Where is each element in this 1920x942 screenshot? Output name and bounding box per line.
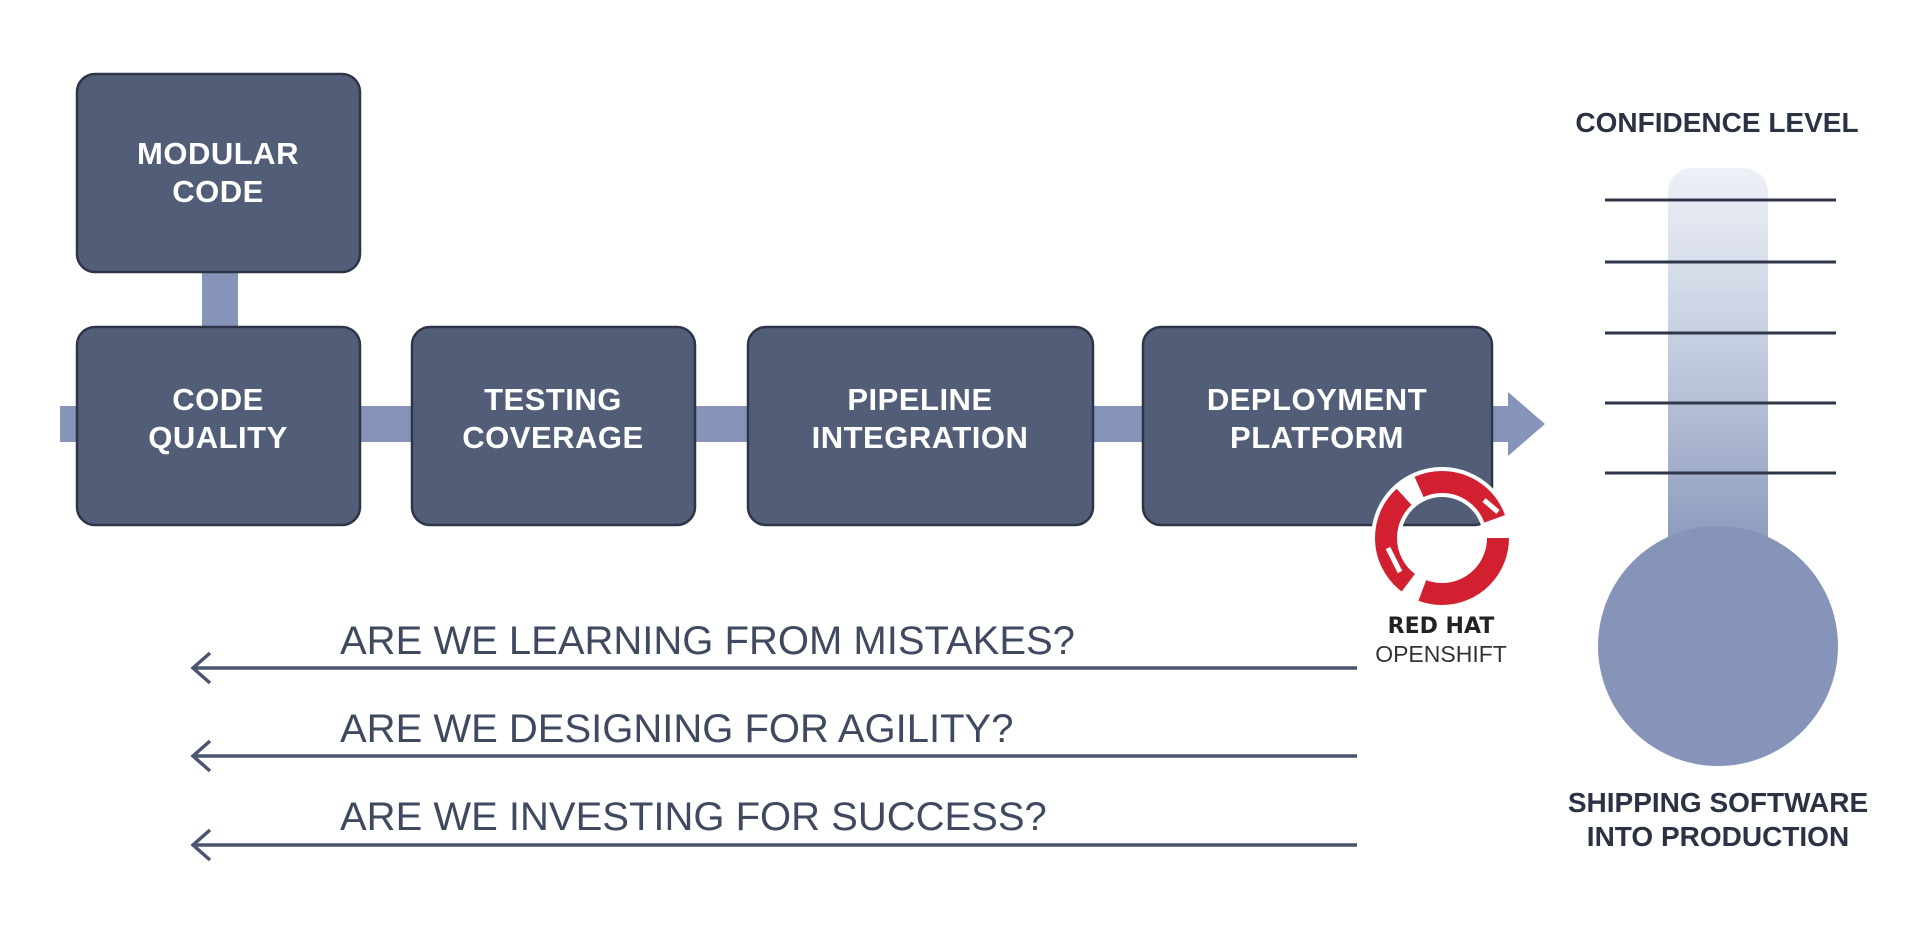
question-1: ARE WE LEARNING FROM MISTAKES?	[190, 619, 1357, 685]
pipeline-integration-box: PIPELINE INTEGRATION	[746, 325, 1095, 527]
arrow-right-icon	[1508, 392, 1545, 456]
modular-code-label-line2: CODE	[172, 174, 264, 209]
deployment-platform-label-line2: PLATFORM	[1230, 420, 1404, 455]
question-3: ARE WE INVESTING FOR SUCCESS?	[190, 795, 1357, 862]
testing-coverage-label-line1: TESTING	[484, 382, 622, 417]
gauge-title: CONFIDENCE LEVEL	[1575, 107, 1858, 138]
redhat-openshift-ring-icon	[1371, 467, 1513, 609]
logo-product-text: OPENSHIFT	[1375, 641, 1507, 667]
logo-brand-text: RED HAT	[1388, 614, 1495, 639]
pipeline-integration-label-line1: PIPELINE	[847, 382, 992, 417]
redhat-openshift-logo: RED HAT OPENSHIFT	[1371, 467, 1513, 667]
arrow-left-icon	[190, 739, 212, 773]
testing-coverage-label-line2: COVERAGE	[462, 420, 643, 455]
modular-code-label-line1: MODULAR	[137, 136, 299, 171]
gauge-bulb	[1598, 526, 1838, 766]
question-2: ARE WE DESIGNING FOR AGILITY?	[190, 707, 1357, 773]
pipeline-integration-label-line2: INTEGRATION	[812, 420, 1029, 455]
deployment-platform-box: DEPLOYMENT PLATFORM	[1141, 325, 1494, 527]
code-quality-label-line2: QUALITY	[148, 420, 288, 455]
vertical-connector	[202, 268, 238, 328]
gauge-ticks	[1605, 198, 1836, 475]
code-quality-label-line1: CODE	[172, 382, 264, 417]
testing-coverage-box: TESTING COVERAGE	[410, 325, 697, 527]
arrow-left-icon	[190, 651, 212, 685]
code-quality-box: CODE QUALITY	[75, 325, 362, 527]
deployment-platform-label-line1: DEPLOYMENT	[1207, 382, 1427, 417]
question-1-text: ARE WE LEARNING FROM MISTAKES?	[340, 619, 1075, 663]
question-2-text: ARE WE DESIGNING FOR AGILITY?	[340, 707, 1013, 751]
confidence-gauge: CONFIDENCE LEVEL SHIPPING SOFTWARE INTO …	[1568, 107, 1868, 852]
arrow-left-icon	[190, 828, 212, 862]
modular-code-box: MODULAR CODE	[75, 72, 362, 274]
question-3-text: ARE WE INVESTING FOR SUCCESS?	[340, 795, 1047, 839]
gauge-tube	[1668, 168, 1768, 568]
gauge-caption-line1: SHIPPING SOFTWARE	[1568, 787, 1868, 818]
gauge-caption-line2: INTO PRODUCTION	[1587, 821, 1849, 852]
